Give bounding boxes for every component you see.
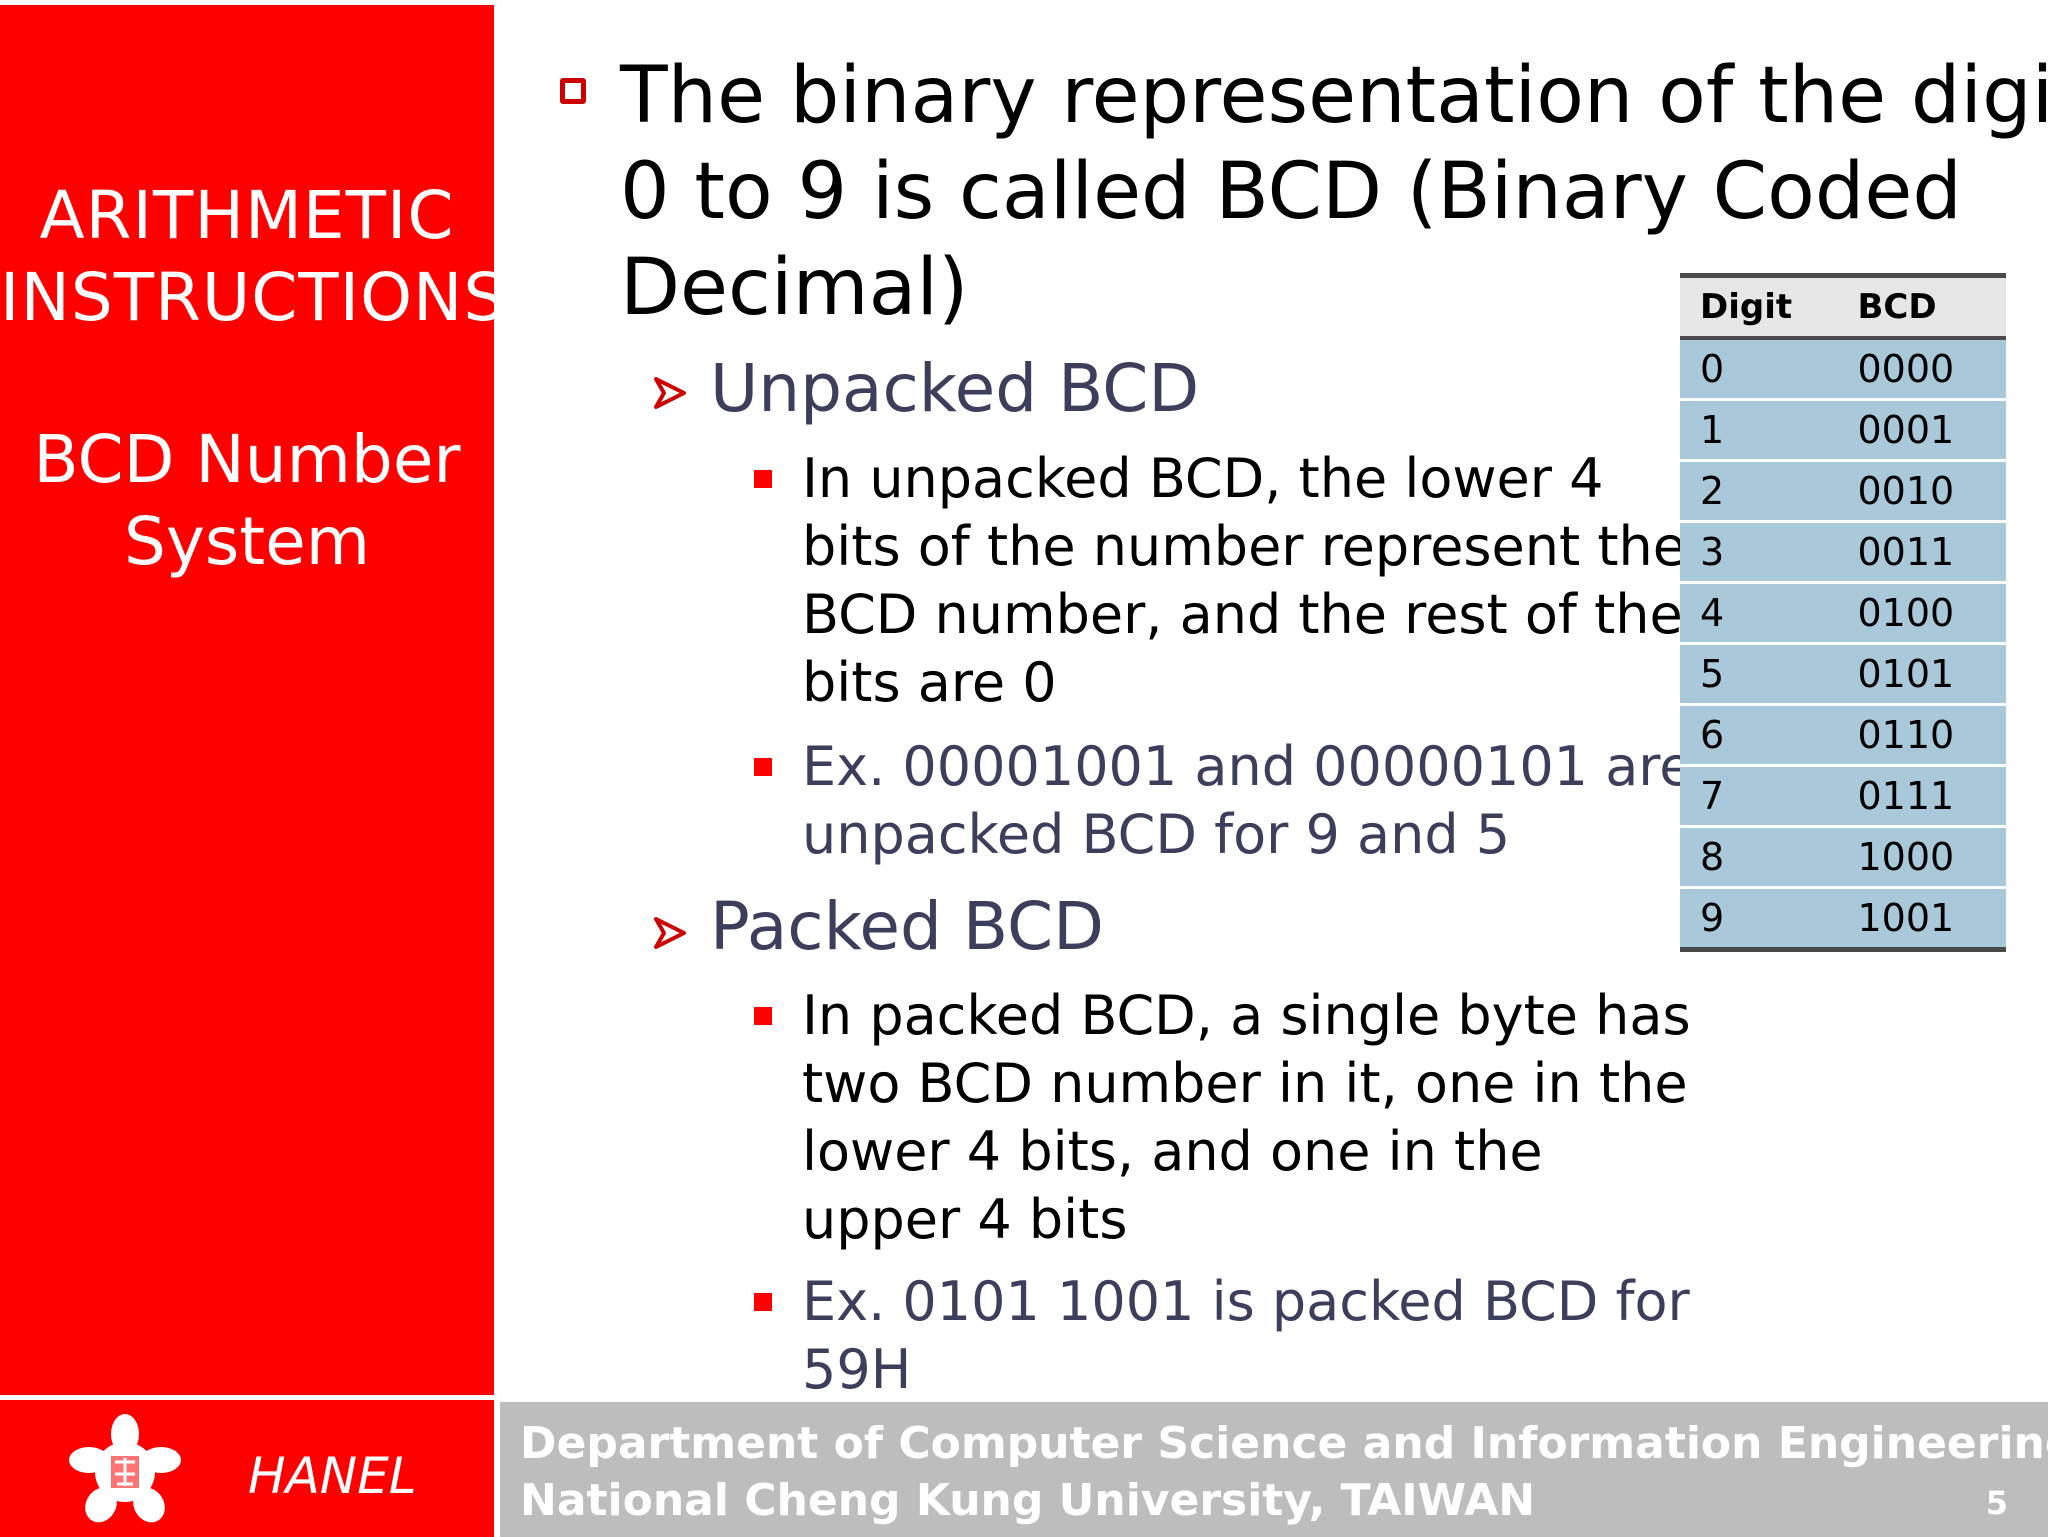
digit-cell: 0	[1680, 338, 1846, 401]
bcd-table: Digit BCD 0 0000 1 0001 2 0010 3 0011 4 0100 …	[1680, 273, 2006, 952]
digit-cell: 3	[1680, 521, 1846, 584]
digit-cell: 8	[1680, 826, 1846, 889]
footer-left: HANEL	[0, 1400, 494, 1537]
table-row: 8 1000	[1680, 826, 2006, 889]
packed-example: Ex. 0101 1001 is packed BCD for 59H	[802, 1268, 1690, 1404]
packed-desc-line: two BCD number in it, one in the	[802, 1052, 1688, 1115]
unpacked-description: In unpacked BCD, the lower 4 bits of the…	[802, 445, 1686, 717]
table-row: 1 0001	[1680, 399, 2006, 462]
filled-square-bullet-icon	[754, 470, 772, 488]
author-name: HANEL	[248, 1447, 417, 1505]
table-row: 0 0000	[1680, 338, 2006, 401]
unpacked-example-line: Ex. 00001001 and 00000101 are	[802, 735, 1693, 798]
bcd-cell: 0000	[1845, 338, 2006, 401]
table-row: 3 0011	[1680, 521, 2006, 584]
digit-cell: 1	[1680, 399, 1846, 462]
packed-description: In packed BCD, a single byte has two BCD…	[802, 982, 1691, 1254]
bcd-cell: 0011	[1845, 521, 2006, 584]
table-row: 2 0010	[1680, 460, 2006, 523]
arrowhead-bullet-icon	[654, 917, 686, 949]
unpacked-desc-line: In unpacked BCD, the lower 4	[802, 447, 1604, 510]
table-row: 5 0101	[1680, 643, 2006, 706]
intro-line2: 0 to 9 is called BCD (Binary Coded	[620, 147, 1962, 237]
unpacked-example-line: unpacked BCD for 9 and 5	[802, 803, 1511, 866]
digit-cell: 2	[1680, 460, 1846, 523]
digit-cell: 5	[1680, 643, 1846, 706]
packed-example-line: Ex. 0101 1001 is packed BCD for	[802, 1270, 1690, 1333]
department-name: Department of Computer Science and Infor…	[520, 1418, 2048, 1469]
packed-desc-line: In packed BCD, a single byte has	[802, 984, 1691, 1047]
packed-desc-line: lower 4 bits, and one in the	[802, 1120, 1543, 1183]
unpacked-desc-line: BCD number, and the rest of the	[802, 583, 1683, 646]
digit-cell: 9	[1680, 887, 1846, 950]
intro-line1: The binary representation of the digits	[620, 51, 2048, 141]
unpacked-desc-line: bits are 0	[802, 651, 1057, 714]
section-title-line2: INSTRUCTIONS	[0, 259, 507, 336]
table-row: 7 0111	[1680, 765, 2006, 828]
bcd-cell: 0101	[1845, 643, 2006, 706]
university-name: National Cheng Kung University, TAIWAN	[520, 1475, 1536, 1526]
bcd-cell: 1000	[1845, 826, 2006, 889]
bcd-cell: 0001	[1845, 399, 2006, 462]
packed-heading: Packed BCD	[710, 888, 1104, 965]
bcd-cell: 0010	[1845, 460, 2006, 523]
arrowhead-bullet-icon	[654, 377, 686, 409]
section-title-line1: ARITHMETIC	[39, 177, 455, 254]
sidebar: ARITHMETIC INSTRUCTIONS BCD Number Syste…	[0, 5, 507, 1395]
intro-line3: Decimal)	[620, 243, 969, 333]
section-subtitle: BCD Number System	[0, 419, 494, 583]
unpacked-desc-line: bits of the number represent the	[802, 515, 1686, 578]
filled-square-bullet-icon	[754, 758, 772, 776]
unpacked-heading: Unpacked BCD	[710, 350, 1200, 427]
table-row: 9 1001	[1680, 887, 2006, 950]
bcd-cell: 0110	[1845, 704, 2006, 767]
filled-square-bullet-icon	[754, 1293, 772, 1311]
unpacked-example: Ex. 00001001 and 00000101 are unpacked B…	[802, 733, 1693, 869]
bcd-cell: 0111	[1845, 765, 2006, 828]
section-subtitle-line1: BCD Number	[33, 421, 461, 498]
packed-example-line: 59H	[802, 1338, 912, 1401]
table-row: 4 0100	[1680, 582, 2006, 645]
digit-cell: 7	[1680, 765, 1846, 828]
table-header-row: Digit BCD	[1680, 275, 2006, 340]
hollow-square-bullet-icon	[560, 78, 586, 104]
section-subtitle-line2: System	[123, 503, 371, 580]
intro-text: The binary representation of the digits …	[620, 48, 2048, 336]
packed-desc-line: upper 4 bits	[802, 1188, 1128, 1251]
digit-cell: 6	[1680, 704, 1846, 767]
footer-right: Department of Computer Science and Infor…	[500, 1402, 2048, 1537]
digit-cell: 4	[1680, 582, 1846, 645]
bcd-cell: 1001	[1845, 887, 2006, 950]
header-bcd: BCD	[1845, 275, 2006, 340]
filled-square-bullet-icon	[754, 1007, 772, 1025]
bcd-cell: 0100	[1845, 582, 2006, 645]
table-row: 6 0110	[1680, 704, 2006, 767]
page-number: 5	[1985, 1484, 2008, 1522]
header-digit: Digit	[1680, 275, 1846, 340]
university-logo-icon	[69, 1414, 181, 1523]
section-title: ARITHMETIC INSTRUCTIONS	[0, 175, 507, 339]
